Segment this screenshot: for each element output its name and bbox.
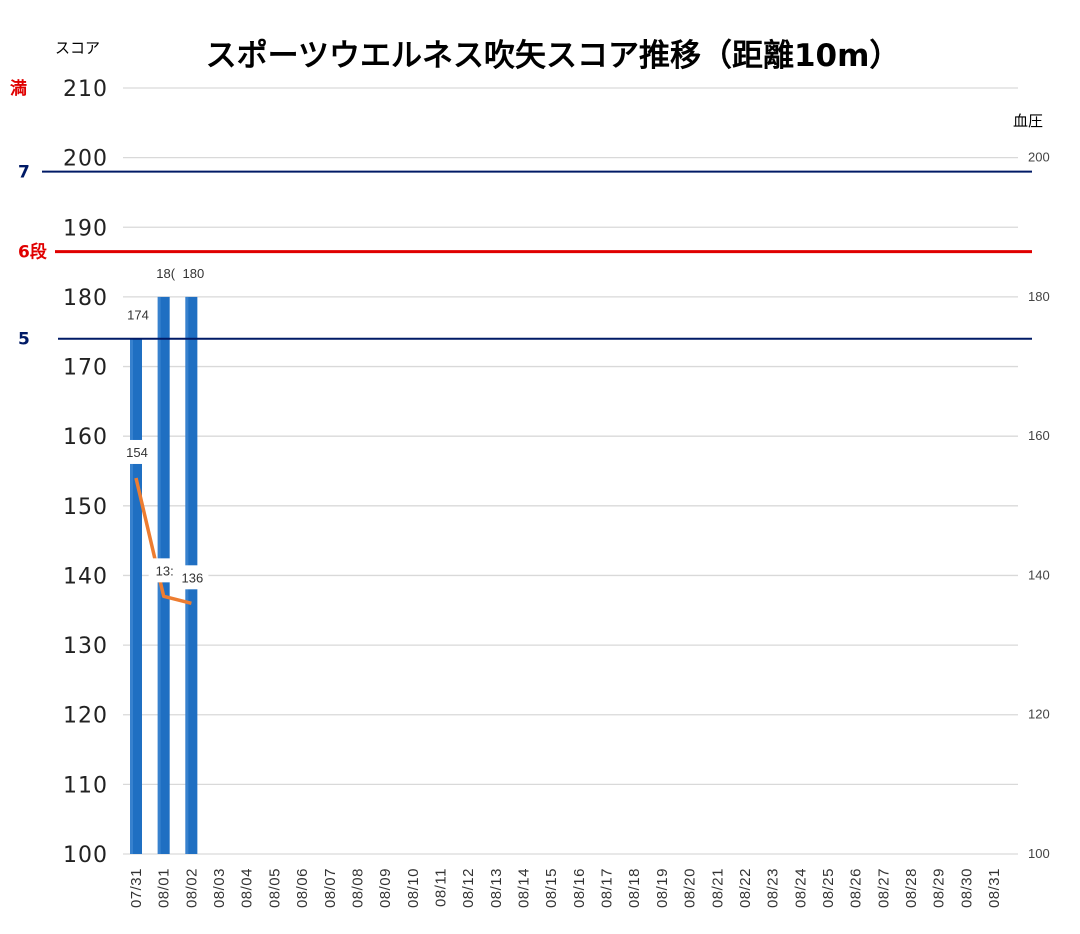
x-tick-label: 08/09 xyxy=(377,868,394,908)
line-data-label: 13: xyxy=(148,558,181,583)
x-tick-label: 08/19 xyxy=(654,868,671,908)
reference-label: 6段 xyxy=(18,242,47,263)
x-tick-label: 08/26 xyxy=(848,868,865,908)
y2-tick-label: 120 xyxy=(1028,707,1050,722)
x-tick-label: 08/10 xyxy=(405,868,422,908)
y2-tick-label: 200 xyxy=(1028,150,1050,165)
y-tick-label: 210 xyxy=(63,77,108,102)
x-tick-label: 08/04 xyxy=(239,868,256,908)
reference-label: 5 xyxy=(18,330,30,350)
y-axis-label: スコア xyxy=(55,39,100,57)
reference-label: 7 xyxy=(18,163,30,183)
x-tick-label: 08/25 xyxy=(820,868,837,908)
y-axis-ticks: 100 110 120 130 140 150 160 170 180 190 200 210 xyxy=(63,77,108,868)
y2-tick-label: 100 xyxy=(1028,846,1050,861)
x-tick-label: 08/11 xyxy=(432,868,449,907)
x-tick-label: 08/31 xyxy=(986,868,1003,908)
x-tick-label: 08/21 xyxy=(709,868,726,908)
line-data-label-text: 154 xyxy=(126,445,148,460)
chart-title: スポーツウエルネス吹矢スコア推移（距離10m） xyxy=(206,38,901,74)
y-tick-label: 160 xyxy=(63,425,108,450)
x-tick-label: 07/31 xyxy=(128,868,145,908)
y-tick-label: 170 xyxy=(63,356,108,381)
y2-axis-ticks: 100 120 140 160 180 200 xyxy=(1028,150,1050,861)
y-tick-label: 110 xyxy=(63,773,108,798)
line-data-label: 136 xyxy=(176,565,209,590)
x-tick-label: 08/23 xyxy=(765,868,782,908)
line-data-label-text: 13: xyxy=(156,563,174,578)
y-tick-label: 190 xyxy=(63,216,108,241)
y-tick-label: 130 xyxy=(63,634,108,659)
x-tick-label: 08/16 xyxy=(571,868,588,908)
x-tick-label: 08/13 xyxy=(488,868,505,908)
line-series-path xyxy=(134,477,192,605)
x-tick-label: 08/24 xyxy=(792,868,809,908)
y2-tick-label: 180 xyxy=(1028,289,1050,304)
x-tick-label: 08/05 xyxy=(266,868,283,908)
y2-axis-label: 血圧 xyxy=(1013,112,1043,130)
y-tick-label: 120 xyxy=(63,704,108,729)
reference-lines: 満 7 6段 5 xyxy=(10,78,1032,350)
y2-tick-label: 140 xyxy=(1028,567,1050,582)
x-tick-label: 08/17 xyxy=(599,868,616,908)
x-tick-label: 08/03 xyxy=(211,868,228,908)
label-background xyxy=(121,439,153,464)
data-labels: 174 18( 180 154 13: 136 xyxy=(121,266,209,590)
x-tick-label: 08/08 xyxy=(349,868,366,908)
bar-highlight xyxy=(130,338,133,854)
gridlines xyxy=(123,87,1018,855)
y-tick-label: 140 xyxy=(63,564,108,589)
x-axis-ticks: 07/31 08/01 08/02 08/03 08/04 08/05 08/06 08/07… xyxy=(128,868,1003,908)
y-tick-label: 100 xyxy=(63,843,108,868)
x-tick-label: 08/27 xyxy=(875,868,892,908)
line-data-label-text: 136 xyxy=(182,570,204,585)
x-tick-label: 08/15 xyxy=(543,868,560,908)
y-tick-label: 150 xyxy=(63,495,108,520)
x-tick-label: 08/02 xyxy=(183,868,200,908)
label-background xyxy=(176,565,209,590)
x-tick-label: 08/30 xyxy=(958,868,975,908)
line-series xyxy=(134,477,192,605)
x-tick-label: 08/14 xyxy=(516,868,533,908)
y2-tick-label: 160 xyxy=(1028,428,1050,443)
x-tick-label: 08/28 xyxy=(903,868,920,908)
bar-data-label: 174 xyxy=(127,308,149,323)
x-tick-label: 08/12 xyxy=(460,868,477,908)
y-tick-label: 200 xyxy=(63,147,108,172)
x-tick-label: 08/22 xyxy=(737,868,754,908)
label-background xyxy=(148,558,181,583)
x-tick-label: 08/01 xyxy=(156,868,173,908)
x-tick-label: 08/18 xyxy=(626,868,643,908)
x-tick-label: 08/07 xyxy=(322,868,339,908)
x-tick-label: 08/29 xyxy=(931,868,948,908)
x-tick-label: 08/06 xyxy=(294,868,311,908)
reference-label: 満 xyxy=(10,78,27,99)
y-tick-label: 180 xyxy=(63,286,108,311)
x-tick-label: 08/20 xyxy=(682,868,699,908)
bar-data-label: 180 xyxy=(183,266,205,281)
bar-data-label: 18( xyxy=(156,266,175,281)
line-data-label: 154 xyxy=(121,439,153,464)
